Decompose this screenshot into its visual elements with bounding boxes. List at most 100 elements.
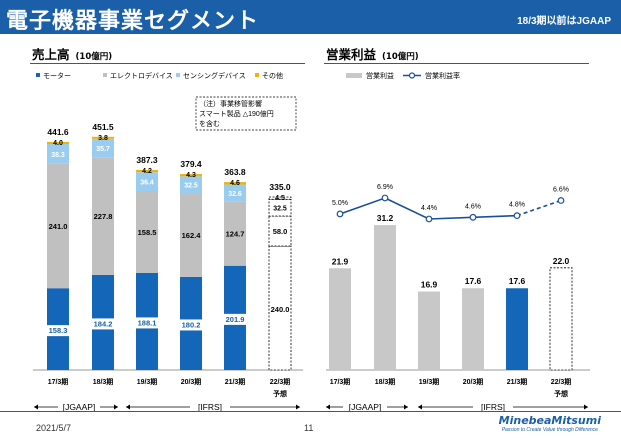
sales-total-label: 451.5 <box>92 122 114 132</box>
profit-section-underline <box>324 63 589 64</box>
sales-value-label: 4.2 <box>142 168 152 175</box>
sales-value-label: 4.0 <box>53 140 63 147</box>
profit-margin-point <box>425 215 433 223</box>
sales-bar-segment-electro <box>92 157 114 275</box>
profit-legend-swatch <box>346 73 362 78</box>
sales-label-background <box>135 317 159 329</box>
sales-value-label: 184.2 <box>94 319 113 328</box>
sales-legend-swatch <box>255 73 259 77</box>
sales-value-label: 3.8 <box>98 135 108 142</box>
footer-divider <box>0 411 621 412</box>
sales-value-label: 58.0 <box>273 227 288 236</box>
sales-bar-segment-sensing <box>136 172 158 191</box>
profit-bar <box>462 288 484 370</box>
sales-value-label: 4.5 <box>275 195 285 202</box>
profit-bar <box>418 291 440 370</box>
sales-value-label: 4.3 <box>186 172 196 179</box>
sales-period-label-bg <box>190 402 230 412</box>
sales-category-label: 22/3期 <box>270 377 291 386</box>
sales-legend-label: センシングデバイス <box>183 71 246 80</box>
profit-margin-label: 5.0% <box>332 200 348 207</box>
profit-category-label: 20/3期 <box>463 377 484 386</box>
sales-value-label: 38.3 <box>51 152 65 159</box>
sales-label-background <box>91 318 115 330</box>
sales-unit: (10億円) <box>75 52 113 62</box>
sales-section-title: 売上高 (10億円) <box>32 44 112 63</box>
profit-margin-forecast-line <box>516 199 562 217</box>
profit-legend-label: 営業利益 <box>366 71 394 80</box>
sales-legend-swatch <box>36 73 40 77</box>
arrow-icon <box>34 404 38 410</box>
profit-margin-label: 4.4% <box>421 205 437 212</box>
profit-bar <box>506 288 528 370</box>
accounting-note: 18/3期以前はJGAAP <box>517 16 611 27</box>
sales-value-label: 158.5 <box>138 228 157 237</box>
sales-category-label: 21/3期 <box>225 377 246 386</box>
sales-value-label: 36.4 <box>140 180 154 187</box>
sales-title-text: 売上高 <box>32 47 70 62</box>
logo-wordmark: MinebeaMitsumi <box>498 414 601 427</box>
sales-section-underline <box>30 63 305 64</box>
sales-bar-segment-other <box>47 141 69 144</box>
sales-period-jgaap-label: [JGAAP] <box>63 402 96 412</box>
sales-label-background <box>179 319 203 331</box>
sales-period-label-bg <box>58 402 100 412</box>
profit-margin-label: 6.6% <box>553 187 569 194</box>
sales-bar-segment-other <box>180 174 202 177</box>
sales-value-label: 241.0 <box>49 222 68 231</box>
sales-bar-segment-sensing <box>47 143 69 164</box>
arrow-icon <box>296 404 300 410</box>
sales-legend-label: その他 <box>262 71 283 80</box>
sales-value-label: 201.9 <box>226 315 245 324</box>
sales-bar-segment-sensing <box>224 184 246 202</box>
sales-bar-segment-other <box>224 182 246 185</box>
sales-category-label: 19/3期 <box>137 377 158 386</box>
sales-bar-segment-electro <box>136 190 158 273</box>
sales-category-label: 18/3期 <box>93 377 114 386</box>
footer-date: 2021/5/7 <box>36 423 72 433</box>
page-number: 11 <box>304 423 314 433</box>
sales-category-label: 17/3期 <box>48 377 69 386</box>
sales-period-ifrs-label: [IFRS] <box>198 402 222 412</box>
profit-period-label-bg <box>473 402 513 412</box>
sales-total-label: 387.3 <box>136 155 158 165</box>
profit-title-text: 営業利益 <box>326 47 377 62</box>
sales-legend-swatch <box>103 73 107 77</box>
profit-legend-marker <box>408 72 416 79</box>
sales-annotation-line: を含む <box>199 119 220 128</box>
profit-bar <box>374 225 396 370</box>
arrow-icon <box>418 404 422 410</box>
company-logo: MinebeaMitsumi Passion to Create Value t… <box>499 414 601 433</box>
profit-unit: (10億円) <box>382 52 419 62</box>
sales-total-label: 363.8 <box>224 167 246 177</box>
sales-annotation-line: スマート製品 △190億円 <box>199 109 274 118</box>
sales-bar-segment-sensing <box>180 176 202 194</box>
profit-margin-label: 4.8% <box>509 202 525 209</box>
sales-bar-segment-electro <box>47 163 69 289</box>
sales-value-label: 180.2 <box>182 320 201 329</box>
sales-total-label: 335.0 <box>269 182 291 192</box>
profit-margin-point <box>557 197 565 204</box>
profit-bar <box>549 267 573 371</box>
arrow-icon <box>404 404 408 410</box>
sales-value-label: 124.7 <box>226 230 245 239</box>
sales-bar-segment-other <box>92 136 114 139</box>
sales-value-label: 240.0 <box>271 305 290 314</box>
profit-value-label: 21.9 <box>332 256 349 266</box>
profit-section-title: 営業利益 (10億円) <box>326 44 419 63</box>
sales-legend-label: モーター <box>43 71 71 80</box>
sales-label-background <box>223 313 247 325</box>
sales-annotation-box <box>195 96 297 131</box>
profit-category-label: 18/3期 <box>375 377 396 386</box>
arrow-icon <box>326 404 330 410</box>
sales-bar-segment-electro <box>180 193 202 277</box>
logo-tagline: Passion to Create Value through Differen… <box>501 427 598 433</box>
sales-total-label: 441.6 <box>47 127 69 137</box>
profit-value-label: 31.2 <box>377 213 394 223</box>
sales-legend-label: エレクトロデバイス <box>110 71 173 80</box>
sales-bar-segment-electro <box>224 201 246 266</box>
profit-period-jgaap-label: [JGAAP] <box>349 402 382 412</box>
sales-value-label: 188.1 <box>138 318 157 327</box>
sales-value-label: 158.3 <box>49 326 68 335</box>
profit-margin-point <box>469 213 477 221</box>
